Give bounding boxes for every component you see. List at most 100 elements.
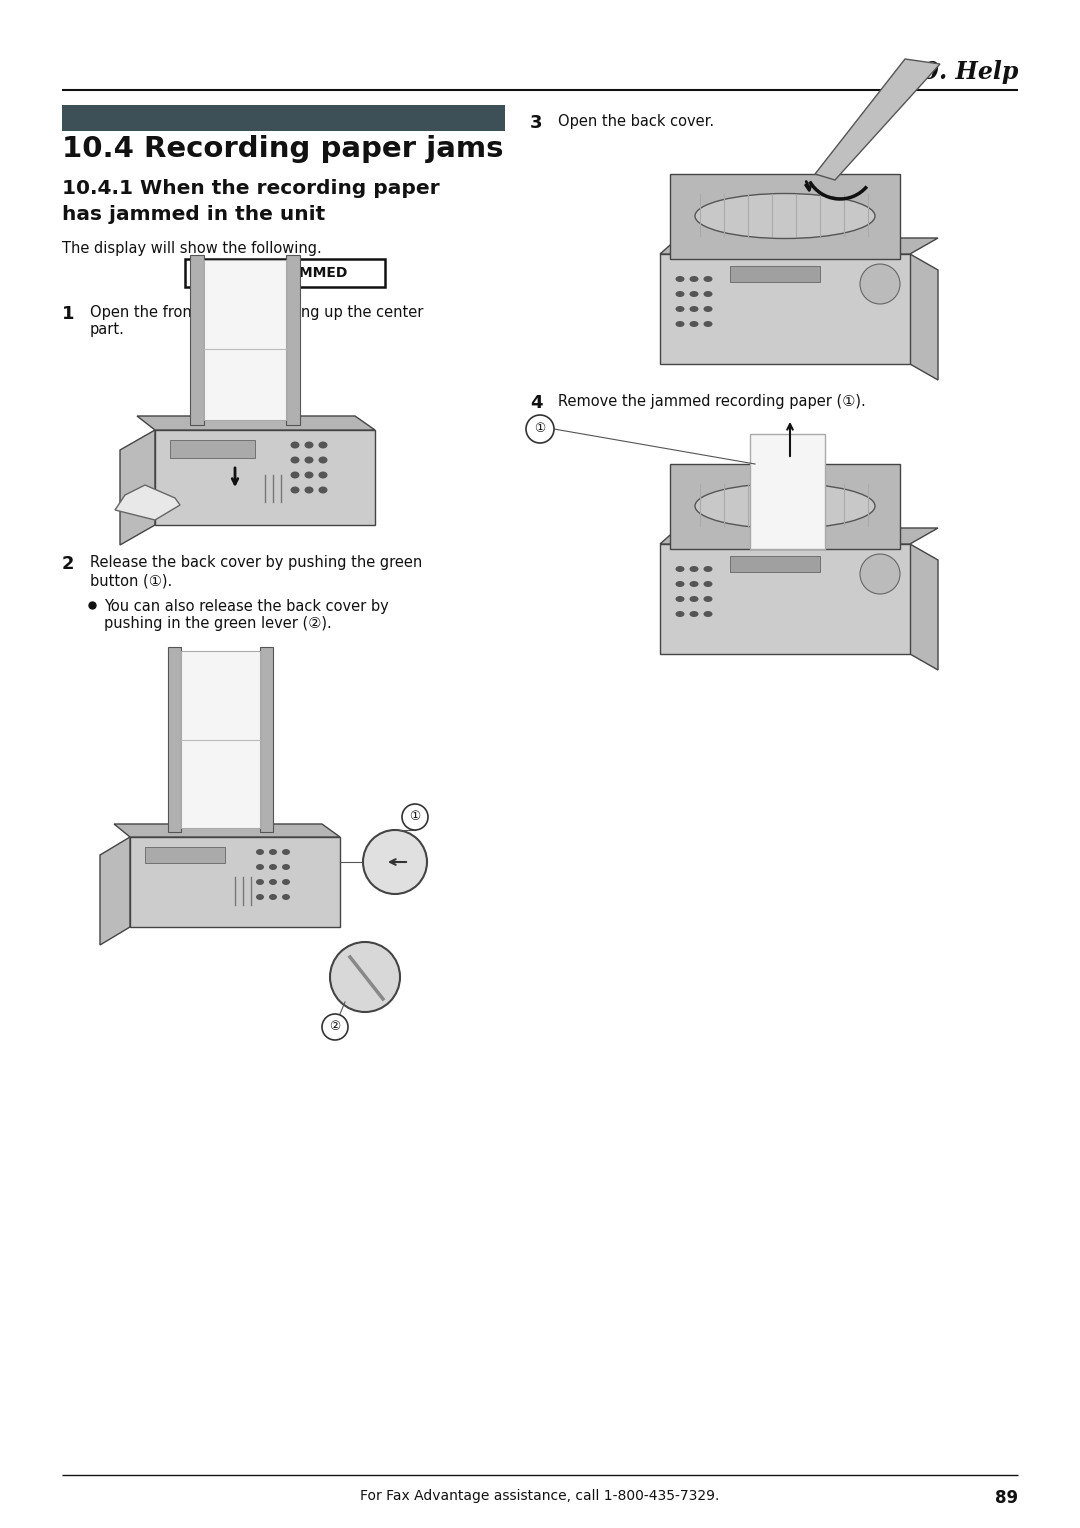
Text: Release the back cover by pushing the green: Release the back cover by pushing the gr… (90, 555, 422, 570)
Ellipse shape (319, 472, 327, 478)
Ellipse shape (291, 472, 299, 478)
Text: The display will show the following.: The display will show the following. (62, 241, 322, 257)
Text: button (①).: button (①). (90, 573, 172, 588)
Polygon shape (660, 238, 939, 254)
Text: 4: 4 (530, 394, 542, 413)
Ellipse shape (689, 565, 699, 571)
Ellipse shape (703, 565, 713, 571)
Polygon shape (815, 60, 940, 180)
Ellipse shape (256, 879, 264, 885)
Text: Open the front cover by pulling up the center
part.: Open the front cover by pulling up the c… (90, 306, 423, 338)
Ellipse shape (696, 194, 875, 238)
Ellipse shape (703, 306, 713, 312)
Ellipse shape (703, 290, 713, 296)
Bar (259, 646, 272, 833)
Ellipse shape (689, 596, 699, 602)
Text: ①: ① (535, 423, 545, 435)
Bar (660, 544, 910, 654)
Ellipse shape (675, 596, 685, 602)
Text: ①: ① (409, 810, 420, 824)
Circle shape (860, 264, 900, 304)
Ellipse shape (291, 486, 299, 494)
Text: For Fax Advantage assistance, call 1-800-435-7329.: For Fax Advantage assistance, call 1-800… (361, 1488, 719, 1504)
Ellipse shape (675, 321, 685, 327)
Circle shape (322, 1015, 348, 1041)
Bar (130, 837, 340, 927)
Ellipse shape (305, 457, 313, 463)
Polygon shape (660, 529, 939, 544)
Polygon shape (120, 429, 156, 545)
Text: You can also release the back cover by
pushing in the green lever (②).: You can also release the back cover by p… (104, 599, 389, 631)
Ellipse shape (256, 850, 264, 856)
Ellipse shape (675, 290, 685, 296)
Ellipse shape (689, 581, 699, 587)
Ellipse shape (319, 442, 327, 449)
Bar (62, 105, 505, 131)
Polygon shape (114, 484, 180, 520)
Text: Open the back cover.: Open the back cover. (558, 115, 714, 128)
Ellipse shape (319, 486, 327, 494)
Ellipse shape (703, 611, 713, 617)
Ellipse shape (269, 850, 276, 856)
Bar (204, 260, 286, 420)
Ellipse shape (269, 894, 276, 900)
Bar (156, 429, 375, 526)
Ellipse shape (291, 442, 299, 449)
Bar (286, 255, 300, 425)
Circle shape (526, 416, 554, 443)
Polygon shape (114, 824, 340, 837)
Polygon shape (910, 544, 939, 669)
Ellipse shape (305, 442, 313, 449)
Ellipse shape (269, 863, 276, 869)
Ellipse shape (675, 277, 685, 283)
Ellipse shape (675, 306, 685, 312)
Ellipse shape (675, 611, 685, 617)
Text: Remove the jammed recording paper (①).: Remove the jammed recording paper (①). (558, 394, 866, 410)
Bar (170, 440, 255, 458)
Bar (167, 646, 180, 833)
Text: PAPER  JAMMED: PAPER JAMMED (222, 266, 347, 280)
Ellipse shape (319, 457, 327, 463)
Ellipse shape (305, 472, 313, 478)
Ellipse shape (282, 879, 291, 885)
Text: ②: ② (329, 1021, 340, 1033)
Ellipse shape (256, 894, 264, 900)
Text: 1: 1 (62, 306, 75, 322)
Ellipse shape (689, 306, 699, 312)
Polygon shape (100, 837, 130, 944)
Bar (185, 260, 384, 287)
Text: 89: 89 (995, 1488, 1018, 1507)
Text: has jammed in the unit: has jammed in the unit (62, 205, 325, 225)
Bar (730, 266, 820, 283)
Bar (750, 434, 825, 549)
Bar (730, 556, 820, 571)
Ellipse shape (269, 879, 276, 885)
Ellipse shape (689, 290, 699, 296)
Bar (670, 465, 900, 549)
Ellipse shape (305, 486, 313, 494)
Bar (190, 255, 204, 425)
Ellipse shape (675, 581, 685, 587)
Ellipse shape (703, 581, 713, 587)
Ellipse shape (282, 850, 291, 856)
Bar (145, 847, 225, 863)
Text: 3: 3 (530, 115, 542, 131)
Ellipse shape (689, 611, 699, 617)
Ellipse shape (291, 457, 299, 463)
Ellipse shape (689, 321, 699, 327)
Ellipse shape (675, 565, 685, 571)
Ellipse shape (696, 483, 875, 529)
Circle shape (402, 804, 428, 830)
Polygon shape (137, 416, 375, 429)
Bar (670, 174, 900, 260)
Circle shape (330, 941, 400, 1012)
Circle shape (363, 830, 427, 894)
Text: 10. Help: 10. Help (906, 60, 1018, 84)
Text: 10.4.1 When the recording paper: 10.4.1 When the recording paper (62, 179, 440, 199)
Polygon shape (910, 254, 939, 380)
Ellipse shape (689, 277, 699, 283)
Ellipse shape (282, 894, 291, 900)
Bar (180, 651, 259, 828)
Circle shape (860, 555, 900, 594)
Ellipse shape (703, 596, 713, 602)
